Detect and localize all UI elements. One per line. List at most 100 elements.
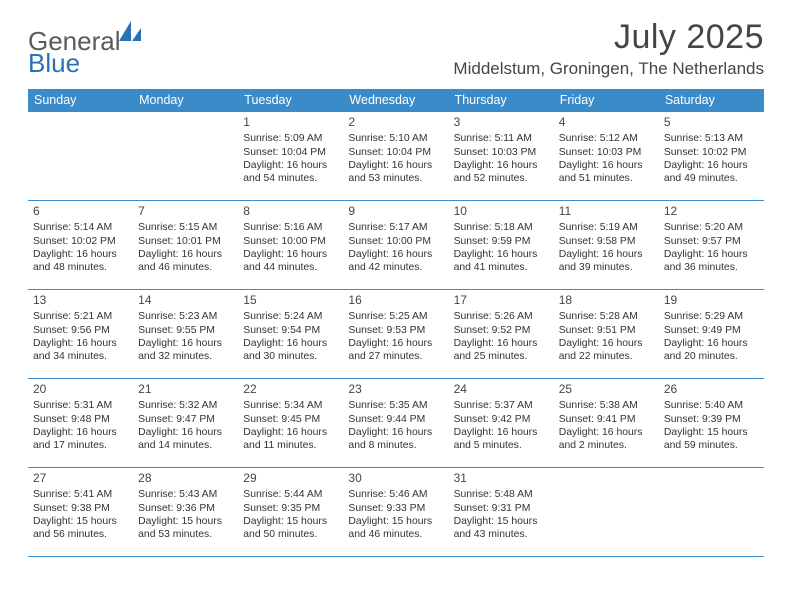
daylight-line: Daylight: 16 hours and 42 minutes. [348,248,443,275]
daylight-line: Daylight: 16 hours and 34 minutes. [33,337,128,364]
daylight-line: Daylight: 15 hours and 56 minutes. [33,515,128,542]
sunset-line: Sunset: 9:44 PM [348,413,443,426]
daylight-line: Daylight: 16 hours and 8 minutes. [348,426,443,453]
sunrise-line: Sunrise: 5:15 AM [138,221,233,234]
day-cell: 25Sunrise: 5:38 AMSunset: 9:41 PMDayligh… [554,379,659,467]
day-number: 26 [664,382,759,397]
sunset-line: Sunset: 9:57 PM [664,235,759,248]
title-block: July 2025 Middelstum, Groningen, The Net… [453,18,764,79]
sunrise-line: Sunrise: 5:25 AM [348,310,443,323]
day-header-row: Sunday Monday Tuesday Wednesday Thursday… [28,89,764,112]
day-number: 6 [33,204,128,219]
sunset-line: Sunset: 9:54 PM [243,324,338,337]
day-cell: 7Sunrise: 5:15 AMSunset: 10:01 PMDayligh… [133,201,238,289]
day-header-sunday: Sunday [28,89,133,112]
sunrise-line: Sunrise: 5:48 AM [454,488,549,501]
day-number: 18 [559,293,654,308]
sunset-line: Sunset: 9:58 PM [559,235,654,248]
day-number: 5 [664,115,759,130]
sunrise-line: Sunrise: 5:11 AM [454,132,549,145]
day-number: 15 [243,293,338,308]
daylight-line: Daylight: 16 hours and 49 minutes. [664,159,759,186]
day-number: 25 [559,382,654,397]
sunrise-line: Sunrise: 5:16 AM [243,221,338,234]
day-cell: 8Sunrise: 5:16 AMSunset: 10:00 PMDayligh… [238,201,343,289]
day-cell: 4Sunrise: 5:12 AMSunset: 10:03 PMDayligh… [554,112,659,200]
sunrise-line: Sunrise: 5:24 AM [243,310,338,323]
sunset-line: Sunset: 9:49 PM [664,324,759,337]
calendar-page: General July 2025 Middelstum, Groningen,… [0,0,792,557]
sunset-line: Sunset: 9:33 PM [348,502,443,515]
day-cell [554,468,659,556]
sunrise-line: Sunrise: 5:20 AM [664,221,759,234]
day-number: 9 [348,204,443,219]
sunrise-line: Sunrise: 5:29 AM [664,310,759,323]
daylight-line: Daylight: 16 hours and 41 minutes. [454,248,549,275]
sunrise-line: Sunrise: 5:17 AM [348,221,443,234]
sunrise-line: Sunrise: 5:37 AM [454,399,549,412]
sunrise-line: Sunrise: 5:32 AM [138,399,233,412]
week-row: 27Sunrise: 5:41 AMSunset: 9:38 PMDayligh… [28,468,764,557]
week-row: 1Sunrise: 5:09 AMSunset: 10:04 PMDayligh… [28,112,764,201]
day-cell: 5Sunrise: 5:13 AMSunset: 10:02 PMDayligh… [659,112,764,200]
sunset-line: Sunset: 9:42 PM [454,413,549,426]
day-header-tuesday: Tuesday [238,89,343,112]
daylight-line: Daylight: 16 hours and 25 minutes. [454,337,549,364]
day-cell: 29Sunrise: 5:44 AMSunset: 9:35 PMDayligh… [238,468,343,556]
daylight-line: Daylight: 16 hours and 5 minutes. [454,426,549,453]
sunset-line: Sunset: 9:41 PM [559,413,654,426]
day-cell: 3Sunrise: 5:11 AMSunset: 10:03 PMDayligh… [449,112,554,200]
day-number: 1 [243,115,338,130]
sunrise-line: Sunrise: 5:40 AM [664,399,759,412]
day-number: 16 [348,293,443,308]
day-cell: 24Sunrise: 5:37 AMSunset: 9:42 PMDayligh… [449,379,554,467]
day-header-wednesday: Wednesday [343,89,448,112]
day-header-thursday: Thursday [449,89,554,112]
day-cell: 10Sunrise: 5:18 AMSunset: 9:59 PMDayligh… [449,201,554,289]
day-number: 11 [559,204,654,219]
sunset-line: Sunset: 10:02 PM [33,235,128,248]
sunset-line: Sunset: 10:00 PM [348,235,443,248]
sunrise-line: Sunrise: 5:38 AM [559,399,654,412]
day-number: 2 [348,115,443,130]
day-cell [133,112,238,200]
daylight-line: Daylight: 16 hours and 53 minutes. [348,159,443,186]
sunset-line: Sunset: 9:56 PM [33,324,128,337]
day-cell: 9 Sunrise: 5:17 AMSunset: 10:00 PMDayligh… [343,201,448,289]
sunrise-line: Sunrise: 5:23 AM [138,310,233,323]
daylight-line: Daylight: 16 hours and 30 minutes. [243,337,338,364]
day-number: 3 [454,115,549,130]
week-row: 20Sunrise: 5:31 AMSunset: 9:48 PMDayligh… [28,379,764,468]
daylight-line: Daylight: 16 hours and 46 minutes. [138,248,233,275]
weeks-container: 1Sunrise: 5:09 AMSunset: 10:04 PMDayligh… [28,112,764,557]
sunrise-line: Sunrise: 5:18 AM [454,221,549,234]
day-cell: 28Sunrise: 5:43 AMSunset: 9:36 PMDayligh… [133,468,238,556]
sunrise-line: Sunrise: 5:21 AM [33,310,128,323]
sunset-line: Sunset: 10:02 PM [664,146,759,159]
daylight-line: Daylight: 16 hours and 27 minutes. [348,337,443,364]
calendar-grid: Sunday Monday Tuesday Wednesday Thursday… [28,89,764,557]
sunrise-line: Sunrise: 5:09 AM [243,132,338,145]
day-cell [28,112,133,200]
sunset-line: Sunset: 10:04 PM [348,146,443,159]
sunset-line: Sunset: 10:03 PM [559,146,654,159]
day-number: 29 [243,471,338,486]
day-cell: 23Sunrise: 5:35 AMSunset: 9:44 PMDayligh… [343,379,448,467]
day-number: 14 [138,293,233,308]
day-number: 12 [664,204,759,219]
sunrise-line: Sunrise: 5:26 AM [454,310,549,323]
day-header-monday: Monday [133,89,238,112]
day-cell: 27Sunrise: 5:41 AMSunset: 9:38 PMDayligh… [28,468,133,556]
day-cell: 31Sunrise: 5:48 AMSunset: 9:31 PMDayligh… [449,468,554,556]
daylight-line: Daylight: 16 hours and 20 minutes. [664,337,759,364]
day-header-saturday: Saturday [659,89,764,112]
day-cell: 22Sunrise: 5:34 AMSunset: 9:45 PMDayligh… [238,379,343,467]
sunset-line: Sunset: 9:31 PM [454,502,549,515]
day-cell: 2Sunrise: 5:10 AMSunset: 10:04 PMDayligh… [343,112,448,200]
day-number: 22 [243,382,338,397]
week-row: 13Sunrise: 5:21 AMSunset: 9:56 PMDayligh… [28,290,764,379]
day-cell: 18Sunrise: 5:28 AMSunset: 9:51 PMDayligh… [554,290,659,378]
sunset-line: Sunset: 9:53 PM [348,324,443,337]
day-number: 10 [454,204,549,219]
day-number: 31 [454,471,549,486]
